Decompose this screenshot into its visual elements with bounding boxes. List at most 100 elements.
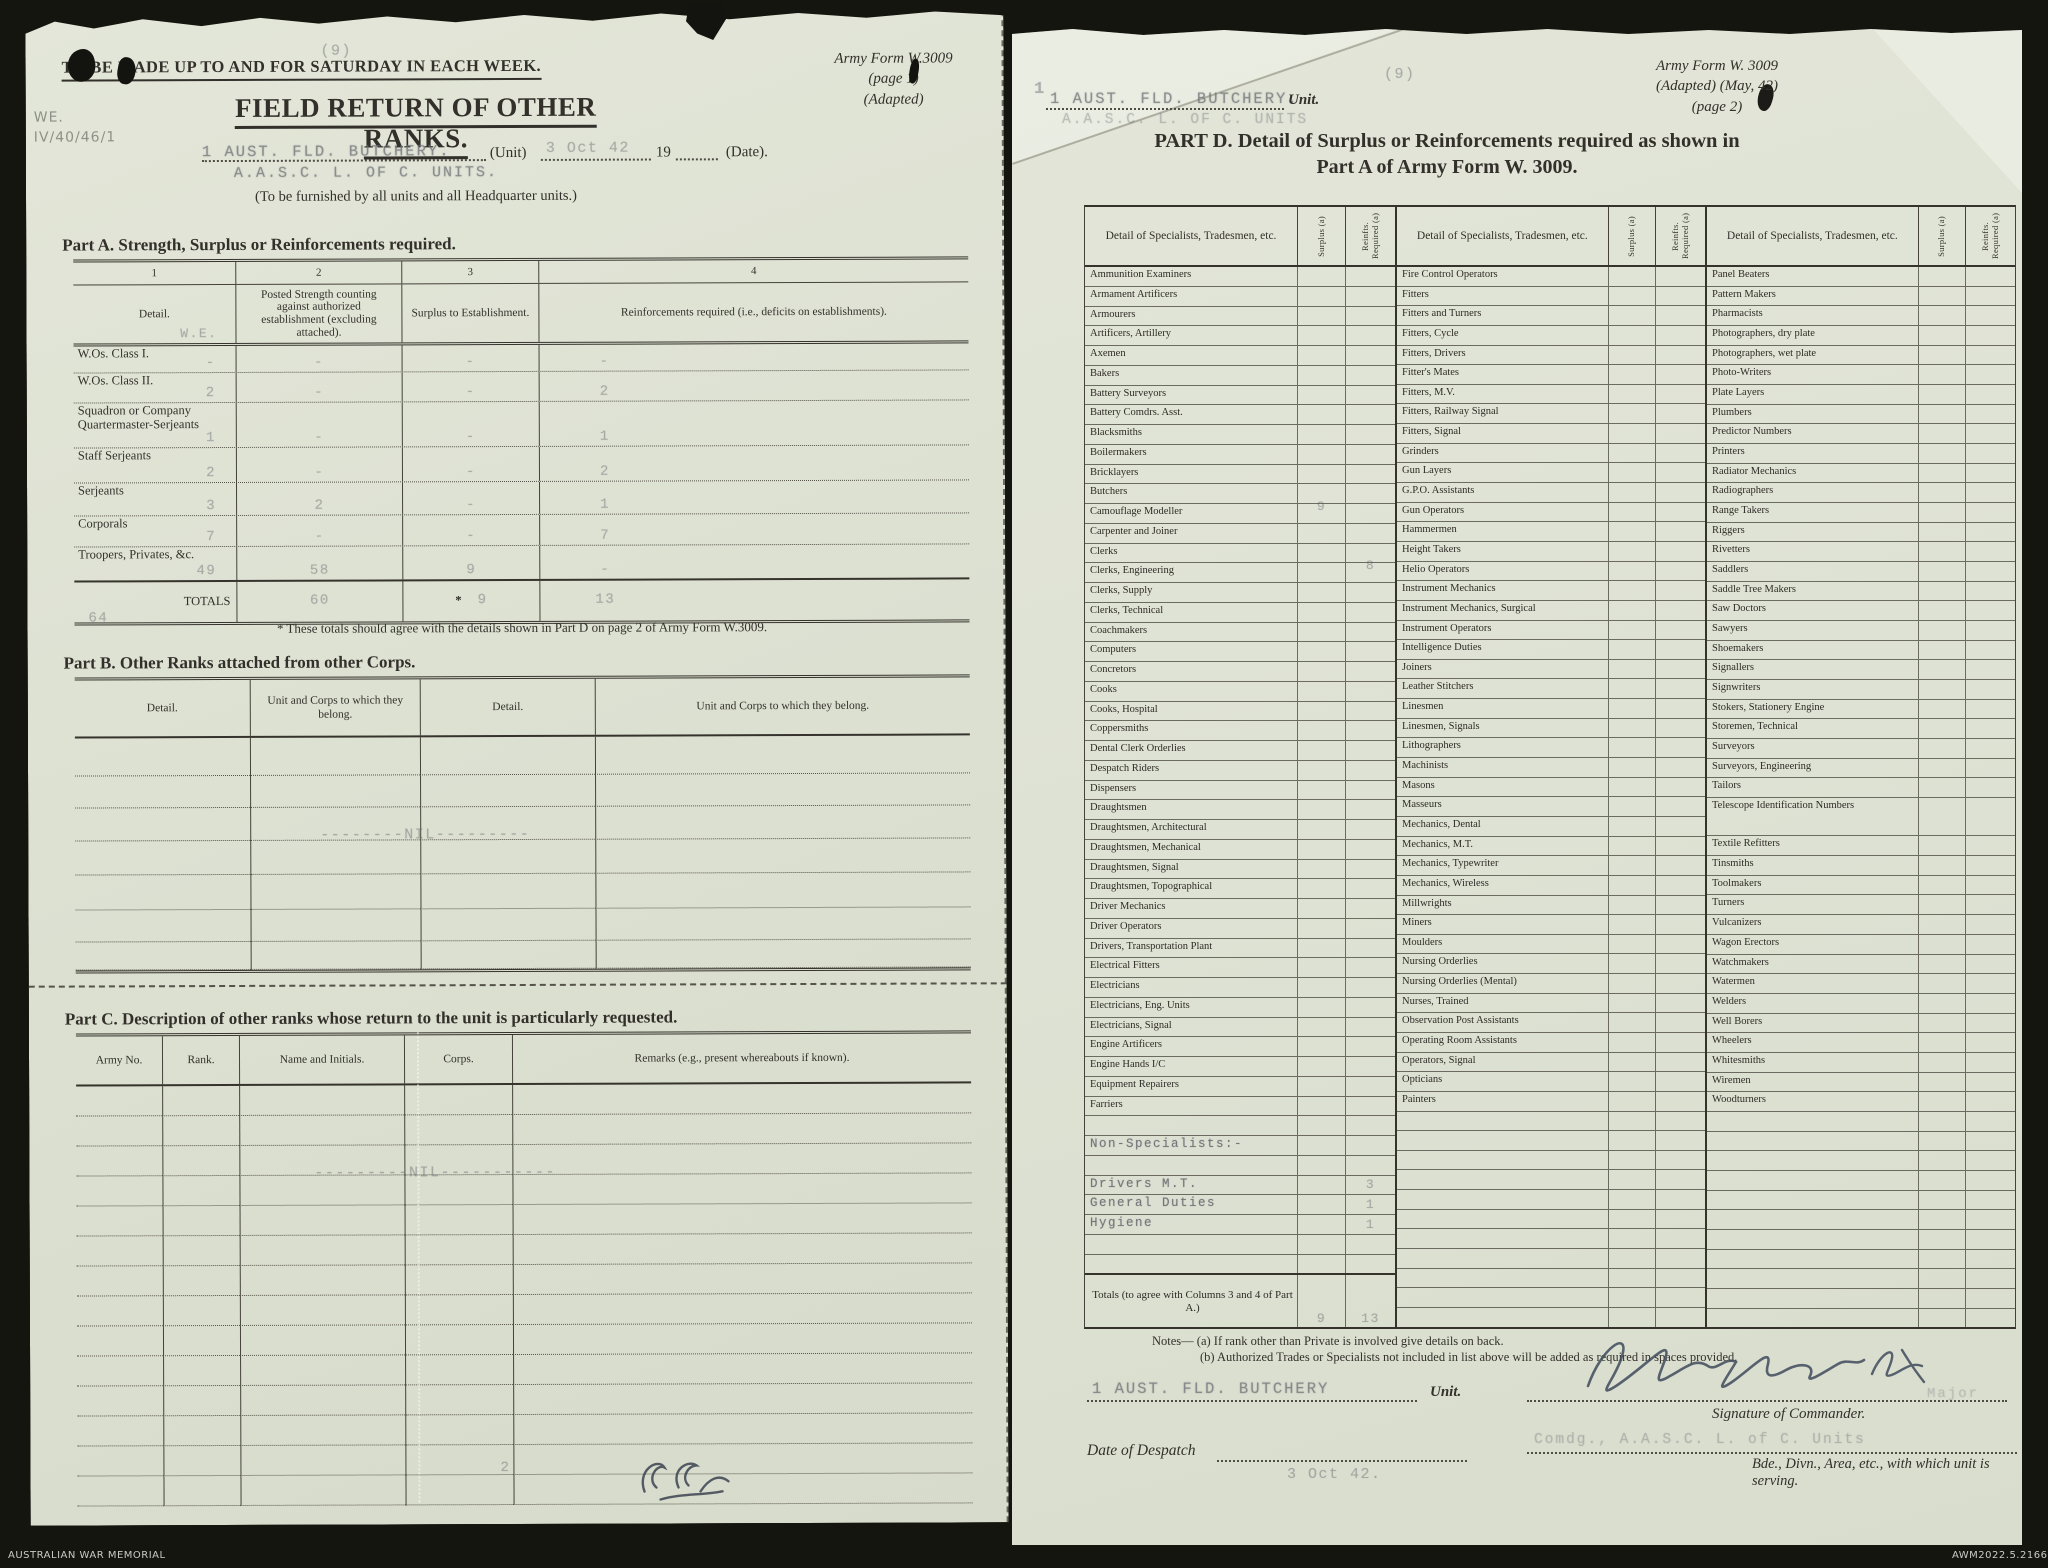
part-d-row: Predictor Numbers xyxy=(1707,424,2015,445)
part-d-row: Gun Operators xyxy=(1397,502,1705,523)
part-c-header: Corps. xyxy=(404,1035,512,1083)
trade-label: Clerks, Technical xyxy=(1090,604,1164,616)
part-c-empty-cell xyxy=(513,1383,972,1415)
part-c-empty-row xyxy=(77,1323,972,1356)
trade-label: Signwriters xyxy=(1712,682,1761,694)
surplus-header-text: Surplus (a) xyxy=(1315,215,1326,257)
reinfts-cell xyxy=(1345,602,1395,622)
surplus-cell xyxy=(1917,719,1966,739)
surplus-cell xyxy=(1297,1096,1345,1116)
part-d-row: Observation Post Assistants xyxy=(1397,1013,1705,1033)
part-c-empty-cell xyxy=(513,1473,972,1505)
pencil-line2: IV/40/46/1 xyxy=(33,129,117,146)
surplus-cell xyxy=(1917,660,1966,680)
part-c-empty-cell xyxy=(77,1386,163,1416)
reinfts-cell xyxy=(1345,484,1395,503)
part-a-header-text: Detail. xyxy=(138,307,170,320)
part-d-row: Joiners xyxy=(1397,659,1705,680)
part-c-empty-cell xyxy=(239,1115,404,1146)
part-c-empty-cell xyxy=(77,1356,163,1386)
trade-label: Clerks xyxy=(1090,545,1118,557)
surplus-cell xyxy=(1297,504,1345,523)
reinfts-cell xyxy=(1345,622,1395,642)
trade-label: Nursing Orderlies (Mental) xyxy=(1402,976,1517,988)
part-c-empty-cell xyxy=(513,1293,972,1325)
part-a-posted-value: - xyxy=(314,429,325,446)
trade-label: Fitters, Railway Signal xyxy=(1402,406,1499,418)
reinfts-cell xyxy=(1655,1091,1705,1111)
unit-label: (Unit) xyxy=(489,144,527,162)
reinfts-cell xyxy=(1345,523,1395,543)
surplus-cell xyxy=(1297,543,1345,563)
part-c-empty-cell xyxy=(77,1446,163,1476)
reinfts-cell xyxy=(1345,444,1395,464)
part-b-empty-row xyxy=(75,838,970,875)
part-d-row xyxy=(1707,1288,2015,1309)
part-a-surplus-cell: - xyxy=(402,515,539,545)
part-c-empty-cell xyxy=(162,1176,239,1206)
part-d-row: Saw Doctors xyxy=(1707,601,2015,622)
reinfts-cell xyxy=(1655,718,1705,738)
part-d-row xyxy=(1707,1229,2015,1250)
part-c-nil: ---------NIL----------- xyxy=(314,1163,556,1182)
part-d-row: Tinsmiths xyxy=(1707,856,2015,876)
part-d-row: Computers xyxy=(1085,642,1395,662)
part-d-row xyxy=(1397,1229,1705,1250)
trade-label: Farriers xyxy=(1090,1098,1123,1110)
reinfts-cell xyxy=(1965,424,2015,444)
reinfts-cell xyxy=(1655,404,1705,424)
part-d-row: Electrical Fitters xyxy=(1085,958,1395,978)
reinfts-cell xyxy=(1655,345,1705,365)
surplus-cell xyxy=(1297,1155,1345,1175)
reinfts-cell xyxy=(1345,1155,1395,1175)
part-b-title: Part B. Other Ranks attached from other … xyxy=(63,652,416,673)
trade-label xyxy=(1397,1190,1608,1209)
reinfts-cell xyxy=(1655,1268,1705,1288)
part-a-reinf-cell: 2 xyxy=(539,370,969,401)
surplus-cell xyxy=(1917,758,1966,778)
reinfts-cell xyxy=(1655,856,1705,875)
trade-label: Leather Stitchers xyxy=(1402,681,1474,693)
reinfts-cell xyxy=(1965,463,2015,483)
part-a-row: W.Os. Class I. - - - - xyxy=(74,343,969,373)
reinfts-cell xyxy=(1655,797,1705,816)
part-c-empty-cell xyxy=(162,1086,239,1116)
reinfts-cell xyxy=(1345,800,1395,819)
trade-label: Mechanics, Dental xyxy=(1402,818,1481,830)
part-a-surplus-value: 9 xyxy=(466,561,477,578)
part-c-empty-cell xyxy=(513,1203,972,1235)
reinfts-cell xyxy=(1345,721,1395,740)
trade-label: Helio Operators xyxy=(1402,563,1470,575)
surplus-cell xyxy=(1607,600,1656,620)
form-ref2-line1: Army Form W. 3009 xyxy=(1656,58,1778,74)
part-c-empty-row xyxy=(77,1473,972,1506)
part-a-posted-cell: 58 xyxy=(236,546,402,580)
part-d-row: Fitters and Turners xyxy=(1397,306,1705,326)
surplus-cell xyxy=(1297,1076,1345,1096)
form-ref-line2: (page 1) xyxy=(868,70,919,88)
reinfts-cell xyxy=(1965,562,2015,581)
surplus-cell xyxy=(1607,384,1656,404)
part-a-totals-posted: 60 xyxy=(236,581,402,622)
surplus-cell xyxy=(1297,405,1345,424)
surplus-cell xyxy=(1297,938,1345,958)
surplus-cell xyxy=(1607,679,1656,699)
surplus-cell xyxy=(1917,365,1966,385)
rank-label: Staff Serjeants xyxy=(77,448,151,463)
notes-line1: Notes— (a) If rank other than Private is… xyxy=(1152,1334,1504,1348)
surplus-cell xyxy=(1917,640,1966,660)
part-d-rows: Panel Beaters Pattern Makers Pharmacists Ph… xyxy=(1707,267,2015,1328)
part-d-row: Welders xyxy=(1707,993,2015,1014)
reinfts-cell xyxy=(1655,443,1705,463)
part-d-row xyxy=(1085,1254,1395,1274)
part-d-row: Saddle Tree Makers xyxy=(1707,581,2015,602)
trade-label: Engine Artificers xyxy=(1090,1039,1163,1051)
unit-dotted-line xyxy=(202,159,486,162)
reinfts-cell xyxy=(1345,306,1395,326)
trade-label: Electricians, Eng. Units xyxy=(1090,999,1190,1011)
surplus-cell xyxy=(1917,1269,1966,1288)
comdg-stamp: Comdg., A.A.S.C. L. of C. Units xyxy=(1534,1432,1866,1448)
part-d-row: Battery Surveyors xyxy=(1085,385,1395,406)
surplus-cell xyxy=(1297,958,1345,977)
trade-label: Clerks, Supply xyxy=(1090,585,1153,596)
